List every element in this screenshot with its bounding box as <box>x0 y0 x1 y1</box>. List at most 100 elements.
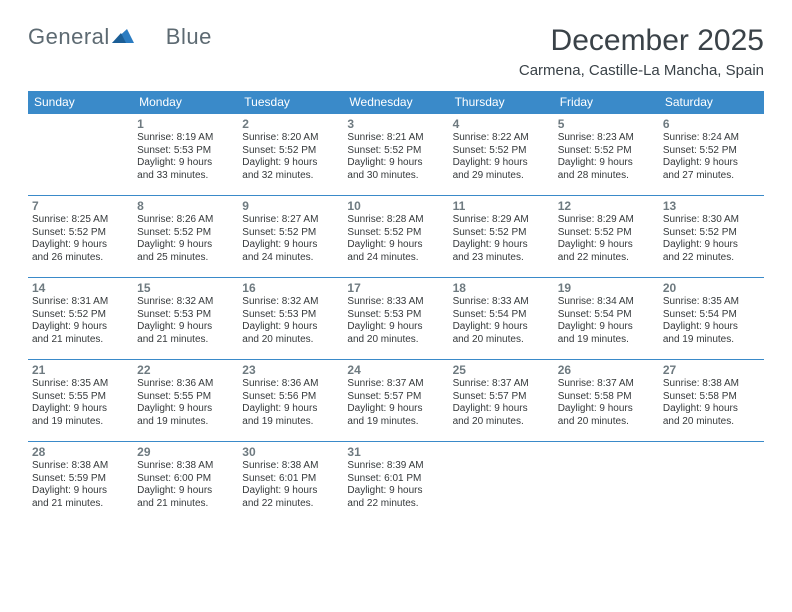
sunset-text: Sunset: 5:57 PM <box>453 391 550 404</box>
daylight-text: Daylight: 9 hours <box>347 239 444 252</box>
daylight-text: Daylight: 9 hours <box>137 321 234 334</box>
daylight-text: and 20 minutes. <box>453 334 550 347</box>
sunrise-text: Sunrise: 8:38 AM <box>663 378 760 391</box>
sunrise-text: Sunrise: 8:36 AM <box>242 378 339 391</box>
daylight-text: and 19 minutes. <box>347 416 444 429</box>
sunset-text: Sunset: 5:53 PM <box>137 309 234 322</box>
day-number: 2 <box>242 117 339 131</box>
brand-triangle-icon <box>112 27 134 48</box>
sunrise-text: Sunrise: 8:29 AM <box>558 214 655 227</box>
day-number: 11 <box>453 199 550 213</box>
calendar-day-cell: 11Sunrise: 8:29 AMSunset: 5:52 PMDayligh… <box>449 196 554 278</box>
day-header: Saturday <box>659 91 764 114</box>
calendar-day-cell: 6Sunrise: 8:24 AMSunset: 5:52 PMDaylight… <box>659 114 764 196</box>
daylight-text: Daylight: 9 hours <box>663 157 760 170</box>
sunset-text: Sunset: 5:52 PM <box>137 227 234 240</box>
sunrise-text: Sunrise: 8:35 AM <box>663 296 760 309</box>
daylight-text: and 20 minutes. <box>347 334 444 347</box>
sunrise-text: Sunrise: 8:24 AM <box>663 132 760 145</box>
sunset-text: Sunset: 5:55 PM <box>137 391 234 404</box>
calendar-day-cell: 18Sunrise: 8:33 AMSunset: 5:54 PMDayligh… <box>449 278 554 360</box>
daylight-text: Daylight: 9 hours <box>558 403 655 416</box>
daylight-text: Daylight: 9 hours <box>242 239 339 252</box>
day-number: 26 <box>558 363 655 377</box>
location-text: Carmena, Castille-La Mancha, Spain <box>519 62 764 79</box>
calendar-day-cell: 16Sunrise: 8:32 AMSunset: 5:53 PMDayligh… <box>238 278 343 360</box>
daylight-text: Daylight: 9 hours <box>663 321 760 334</box>
daylight-text: Daylight: 9 hours <box>453 157 550 170</box>
sunrise-text: Sunrise: 8:21 AM <box>347 132 444 145</box>
daylight-text: and 21 minutes. <box>137 498 234 511</box>
calendar-day-cell: 4Sunrise: 8:22 AMSunset: 5:52 PMDaylight… <box>449 114 554 196</box>
daylight-text: and 24 minutes. <box>347 252 444 265</box>
day-number: 22 <box>137 363 234 377</box>
sunrise-text: Sunrise: 8:29 AM <box>453 214 550 227</box>
sunrise-text: Sunrise: 8:37 AM <box>347 378 444 391</box>
calendar-week-row: 1Sunrise: 8:19 AMSunset: 5:53 PMDaylight… <box>28 114 764 196</box>
calendar-day-cell: 25Sunrise: 8:37 AMSunset: 5:57 PMDayligh… <box>449 360 554 442</box>
day-header: Monday <box>133 91 238 114</box>
page-header: General Blue December 2025 Carmena, Cast… <box>28 24 764 79</box>
brand-logo: General Blue <box>28 24 212 50</box>
day-number: 4 <box>453 117 550 131</box>
daylight-text: and 24 minutes. <box>242 252 339 265</box>
calendar-day-cell: 14Sunrise: 8:31 AMSunset: 5:52 PMDayligh… <box>28 278 133 360</box>
day-number: 8 <box>137 199 234 213</box>
sunset-text: Sunset: 5:52 PM <box>242 227 339 240</box>
daylight-text: and 23 minutes. <box>453 252 550 265</box>
calendar-day-cell <box>28 114 133 196</box>
day-number: 1 <box>137 117 234 131</box>
daylight-text: Daylight: 9 hours <box>453 321 550 334</box>
daylight-text: Daylight: 9 hours <box>137 239 234 252</box>
day-number: 19 <box>558 281 655 295</box>
daylight-text: and 20 minutes. <box>242 334 339 347</box>
sunset-text: Sunset: 5:52 PM <box>558 145 655 158</box>
sunset-text: Sunset: 5:58 PM <box>558 391 655 404</box>
brand-name-part2: Blue <box>166 24 212 50</box>
daylight-text: Daylight: 9 hours <box>453 403 550 416</box>
calendar-day-cell <box>659 442 764 524</box>
day-number: 21 <box>32 363 129 377</box>
calendar-day-cell: 21Sunrise: 8:35 AMSunset: 5:55 PMDayligh… <box>28 360 133 442</box>
sunset-text: Sunset: 5:57 PM <box>347 391 444 404</box>
calendar-day-cell: 8Sunrise: 8:26 AMSunset: 5:52 PMDaylight… <box>133 196 238 278</box>
sunset-text: Sunset: 5:52 PM <box>242 145 339 158</box>
sunset-text: Sunset: 5:52 PM <box>347 227 444 240</box>
day-header: Friday <box>554 91 659 114</box>
daylight-text: Daylight: 9 hours <box>347 157 444 170</box>
day-header: Wednesday <box>343 91 448 114</box>
sunset-text: Sunset: 5:54 PM <box>453 309 550 322</box>
calendar-week-row: 7Sunrise: 8:25 AMSunset: 5:52 PMDaylight… <box>28 196 764 278</box>
daylight-text: and 22 minutes. <box>558 252 655 265</box>
calendar-week-row: 28Sunrise: 8:38 AMSunset: 5:59 PMDayligh… <box>28 442 764 524</box>
sunset-text: Sunset: 5:52 PM <box>558 227 655 240</box>
sunset-text: Sunset: 6:01 PM <box>242 473 339 486</box>
daylight-text: and 22 minutes. <box>347 498 444 511</box>
daylight-text: Daylight: 9 hours <box>137 157 234 170</box>
sunset-text: Sunset: 6:00 PM <box>137 473 234 486</box>
sunset-text: Sunset: 5:53 PM <box>242 309 339 322</box>
month-title: December 2025 <box>519 24 764 58</box>
sunset-text: Sunset: 5:58 PM <box>663 391 760 404</box>
day-header: Thursday <box>449 91 554 114</box>
calendar-day-cell: 29Sunrise: 8:38 AMSunset: 6:00 PMDayligh… <box>133 442 238 524</box>
daylight-text: and 22 minutes. <box>663 252 760 265</box>
calendar-day-cell: 23Sunrise: 8:36 AMSunset: 5:56 PMDayligh… <box>238 360 343 442</box>
sunset-text: Sunset: 5:55 PM <box>32 391 129 404</box>
day-number: 23 <box>242 363 339 377</box>
daylight-text: Daylight: 9 hours <box>347 321 444 334</box>
sunrise-text: Sunrise: 8:38 AM <box>137 460 234 473</box>
sunrise-text: Sunrise: 8:22 AM <box>453 132 550 145</box>
daylight-text: and 26 minutes. <box>32 252 129 265</box>
day-number: 16 <box>242 281 339 295</box>
sunrise-text: Sunrise: 8:36 AM <box>137 378 234 391</box>
daylight-text: Daylight: 9 hours <box>663 239 760 252</box>
day-number: 31 <box>347 445 444 459</box>
sunset-text: Sunset: 5:53 PM <box>347 309 444 322</box>
calendar-day-cell: 24Sunrise: 8:37 AMSunset: 5:57 PMDayligh… <box>343 360 448 442</box>
day-header-row: Sunday Monday Tuesday Wednesday Thursday… <box>28 91 764 114</box>
daylight-text: and 19 minutes. <box>242 416 339 429</box>
daylight-text: Daylight: 9 hours <box>137 485 234 498</box>
calendar-week-row: 21Sunrise: 8:35 AMSunset: 5:55 PMDayligh… <box>28 360 764 442</box>
sunset-text: Sunset: 5:52 PM <box>663 227 760 240</box>
